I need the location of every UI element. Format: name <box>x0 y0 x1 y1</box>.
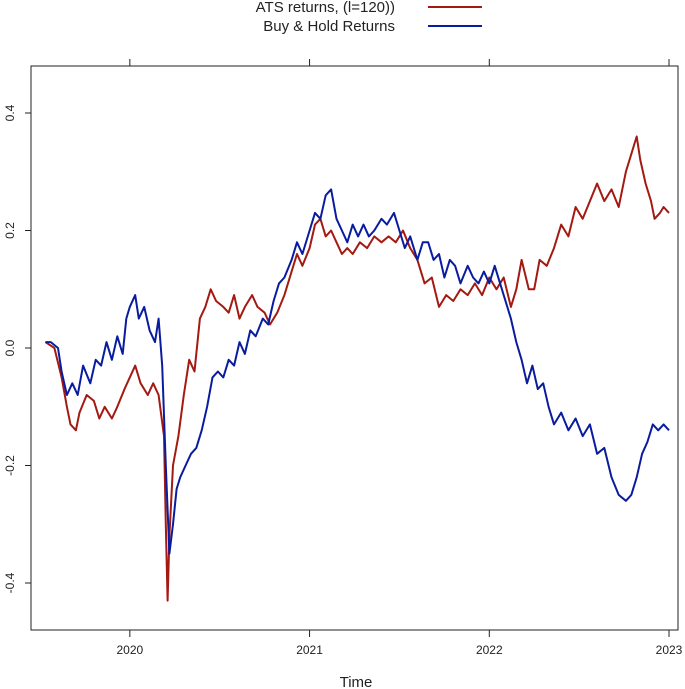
x-tick-label: 2023 <box>656 643 683 657</box>
x-tick-label: 2021 <box>296 643 323 657</box>
series-line-ats <box>44 135 670 602</box>
legend-label-buy-hold: Buy & Hold Returns <box>263 18 395 35</box>
y-tick-label: 0.4 <box>3 104 17 121</box>
y-axis: -0.4 -0.2 0.0 0.2 0.4 <box>3 104 31 593</box>
x-axis-title: Time <box>340 674 373 689</box>
plot-lines <box>44 135 670 602</box>
plot-frame <box>30 65 679 631</box>
y-tick-label: 0.0 <box>3 339 17 356</box>
y-tick-label: -0.2 <box>3 455 17 476</box>
legend-label-ats: ATS returns, (l=120)) <box>256 0 395 16</box>
y-tick-label: -0.4 <box>3 572 17 593</box>
x-tick-label: 2022 <box>476 643 503 657</box>
x-axis: 2020 2021 2022 2023 <box>116 59 683 657</box>
series-line-buy-hold <box>45 188 670 555</box>
y-tick-label: 0.2 <box>3 222 17 239</box>
legend: ATS returns, (l=120)) Buy & Hold Returns <box>256 0 482 35</box>
x-tick-label: 2020 <box>116 643 143 657</box>
